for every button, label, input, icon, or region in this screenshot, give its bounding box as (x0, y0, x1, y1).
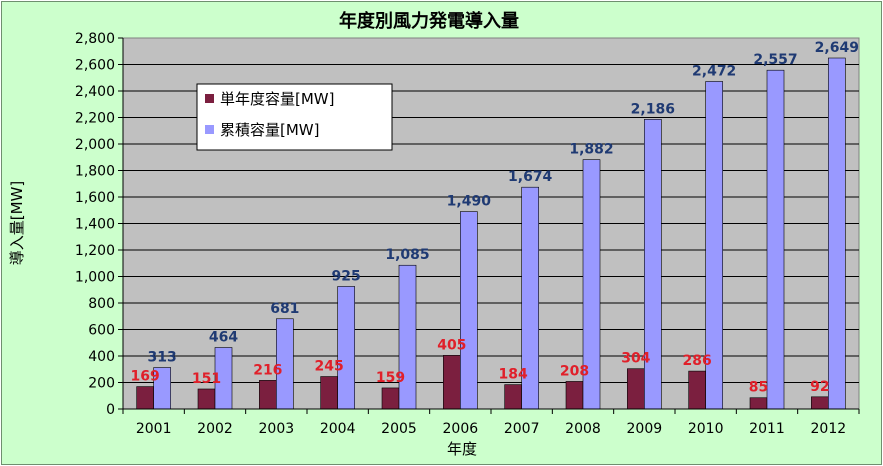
y-axis-title: 導入量[MW] (8, 181, 26, 265)
data-label-annual: 169 (131, 369, 160, 385)
y-tick-label: 600 (88, 323, 115, 339)
x-tick-label: 2010 (688, 421, 724, 437)
data-label-cumulative: 925 (332, 268, 361, 284)
x-tick-label: 2007 (504, 421, 540, 437)
x-tick-label: 2004 (320, 421, 356, 437)
x-tick-label: 2006 (443, 421, 479, 437)
bar-cumulative (766, 69, 785, 410)
y-tick-label: 2,600 (75, 58, 115, 74)
bar-annual (320, 376, 338, 410)
y-tick-label: 800 (88, 296, 115, 312)
y-tick-label: 1,200 (75, 243, 115, 259)
data-label-annual: 286 (683, 353, 712, 369)
data-label-cumulative: 1,490 (447, 194, 492, 210)
y-tick-label: 1,600 (75, 190, 115, 206)
gridlines (123, 64, 859, 383)
data-label-cumulative: 2,186 (631, 101, 675, 117)
data-label-cumulative: 1,882 (569, 142, 613, 158)
y-tick-label: 2,400 (75, 84, 115, 100)
x-tick-label: 2002 (197, 421, 233, 437)
bar-annual (381, 387, 400, 410)
data-label-cumulative: 313 (148, 350, 177, 366)
x-axis: 2001 2002 2003 2004 2005 2006 2007 2008 2009 2010… (122, 408, 860, 437)
data-label-annual: 216 (253, 362, 282, 378)
bar-cumulative (460, 211, 478, 410)
legend-swatch-annual (205, 94, 214, 103)
y-tick-label: 2,800 (75, 31, 115, 47)
y-tick-label: 2,000 (75, 137, 115, 153)
legend-swatch-cumulative (205, 125, 214, 134)
data-label-annual: 85 (749, 380, 768, 396)
bar-annual (197, 388, 216, 410)
data-label-annual: 159 (376, 370, 405, 386)
data-label-annual: 208 (560, 363, 589, 379)
data-label-annual: 304 (621, 351, 650, 367)
chart-title: 年度別風力発電導入量 (339, 10, 519, 32)
data-label-annual: 405 (437, 337, 466, 353)
x-tick-label: 2008 (565, 421, 601, 437)
y-tick-label: 400 (88, 349, 115, 365)
legend-label-cumulative: 累積容量[MW] (220, 121, 319, 139)
y-tick-label: 1,400 (75, 217, 115, 233)
bar-annual (627, 368, 645, 410)
y-tick-label: 1,800 (75, 164, 115, 180)
bar-cumulative (337, 286, 355, 410)
y-tick-label: 2,200 (75, 111, 115, 127)
x-tick-label: 2003 (259, 421, 295, 437)
bar-annual (136, 386, 154, 410)
x-tick-label: 2005 (381, 421, 417, 437)
bar-annual (259, 380, 277, 410)
y-tick-label: 1,000 (75, 270, 115, 286)
data-label-annual: 245 (315, 359, 344, 375)
bar-annual (688, 370, 706, 410)
legend: 単年度容量[MW] 累積容量[MW] (196, 83, 393, 151)
y-tick-label: 200 (88, 376, 115, 392)
y-axis: 0 200 400 600 800 1,000 1,200 1,400 1,600 1,800 2,… (75, 31, 124, 418)
data-label-cumulative: 681 (270, 301, 299, 317)
data-label-cumulative: 1,085 (385, 247, 429, 263)
x-axis-title: 年度 (447, 440, 477, 458)
y-tick-label: 0 (106, 402, 115, 418)
data-label-cumulative: 2,557 (753, 52, 797, 68)
bar-cumulative (398, 264, 417, 410)
bar-annual (811, 396, 829, 410)
bar-annual (749, 397, 768, 410)
data-label-cumulative: 1,674 (508, 169, 553, 185)
x-tick-label: 2012 (811, 421, 847, 437)
data-label-cumulative: 2,472 (692, 63, 736, 79)
bar-cumulative (828, 57, 846, 410)
data-label-annual: 184 (499, 367, 528, 383)
x-tick-label: 2011 (749, 421, 785, 437)
legend-label-annual: 単年度容量[MW] (220, 90, 334, 108)
legend-box (196, 83, 393, 151)
x-tick-label: 2001 (136, 421, 172, 437)
data-label-annual: 92 (810, 379, 829, 395)
data-labels: 169 313 151 464 216 681 245 925 159 1,085 405 1,490… (131, 40, 859, 396)
bar-annual (504, 384, 522, 410)
data-label-cumulative: 2,649 (815, 40, 859, 56)
bar-annual (443, 355, 461, 410)
x-tick-label: 2009 (627, 421, 663, 437)
bars (136, 57, 846, 410)
data-label-annual: 151 (192, 371, 221, 387)
bar-annual (565, 381, 584, 410)
data-label-cumulative: 464 (209, 330, 238, 346)
